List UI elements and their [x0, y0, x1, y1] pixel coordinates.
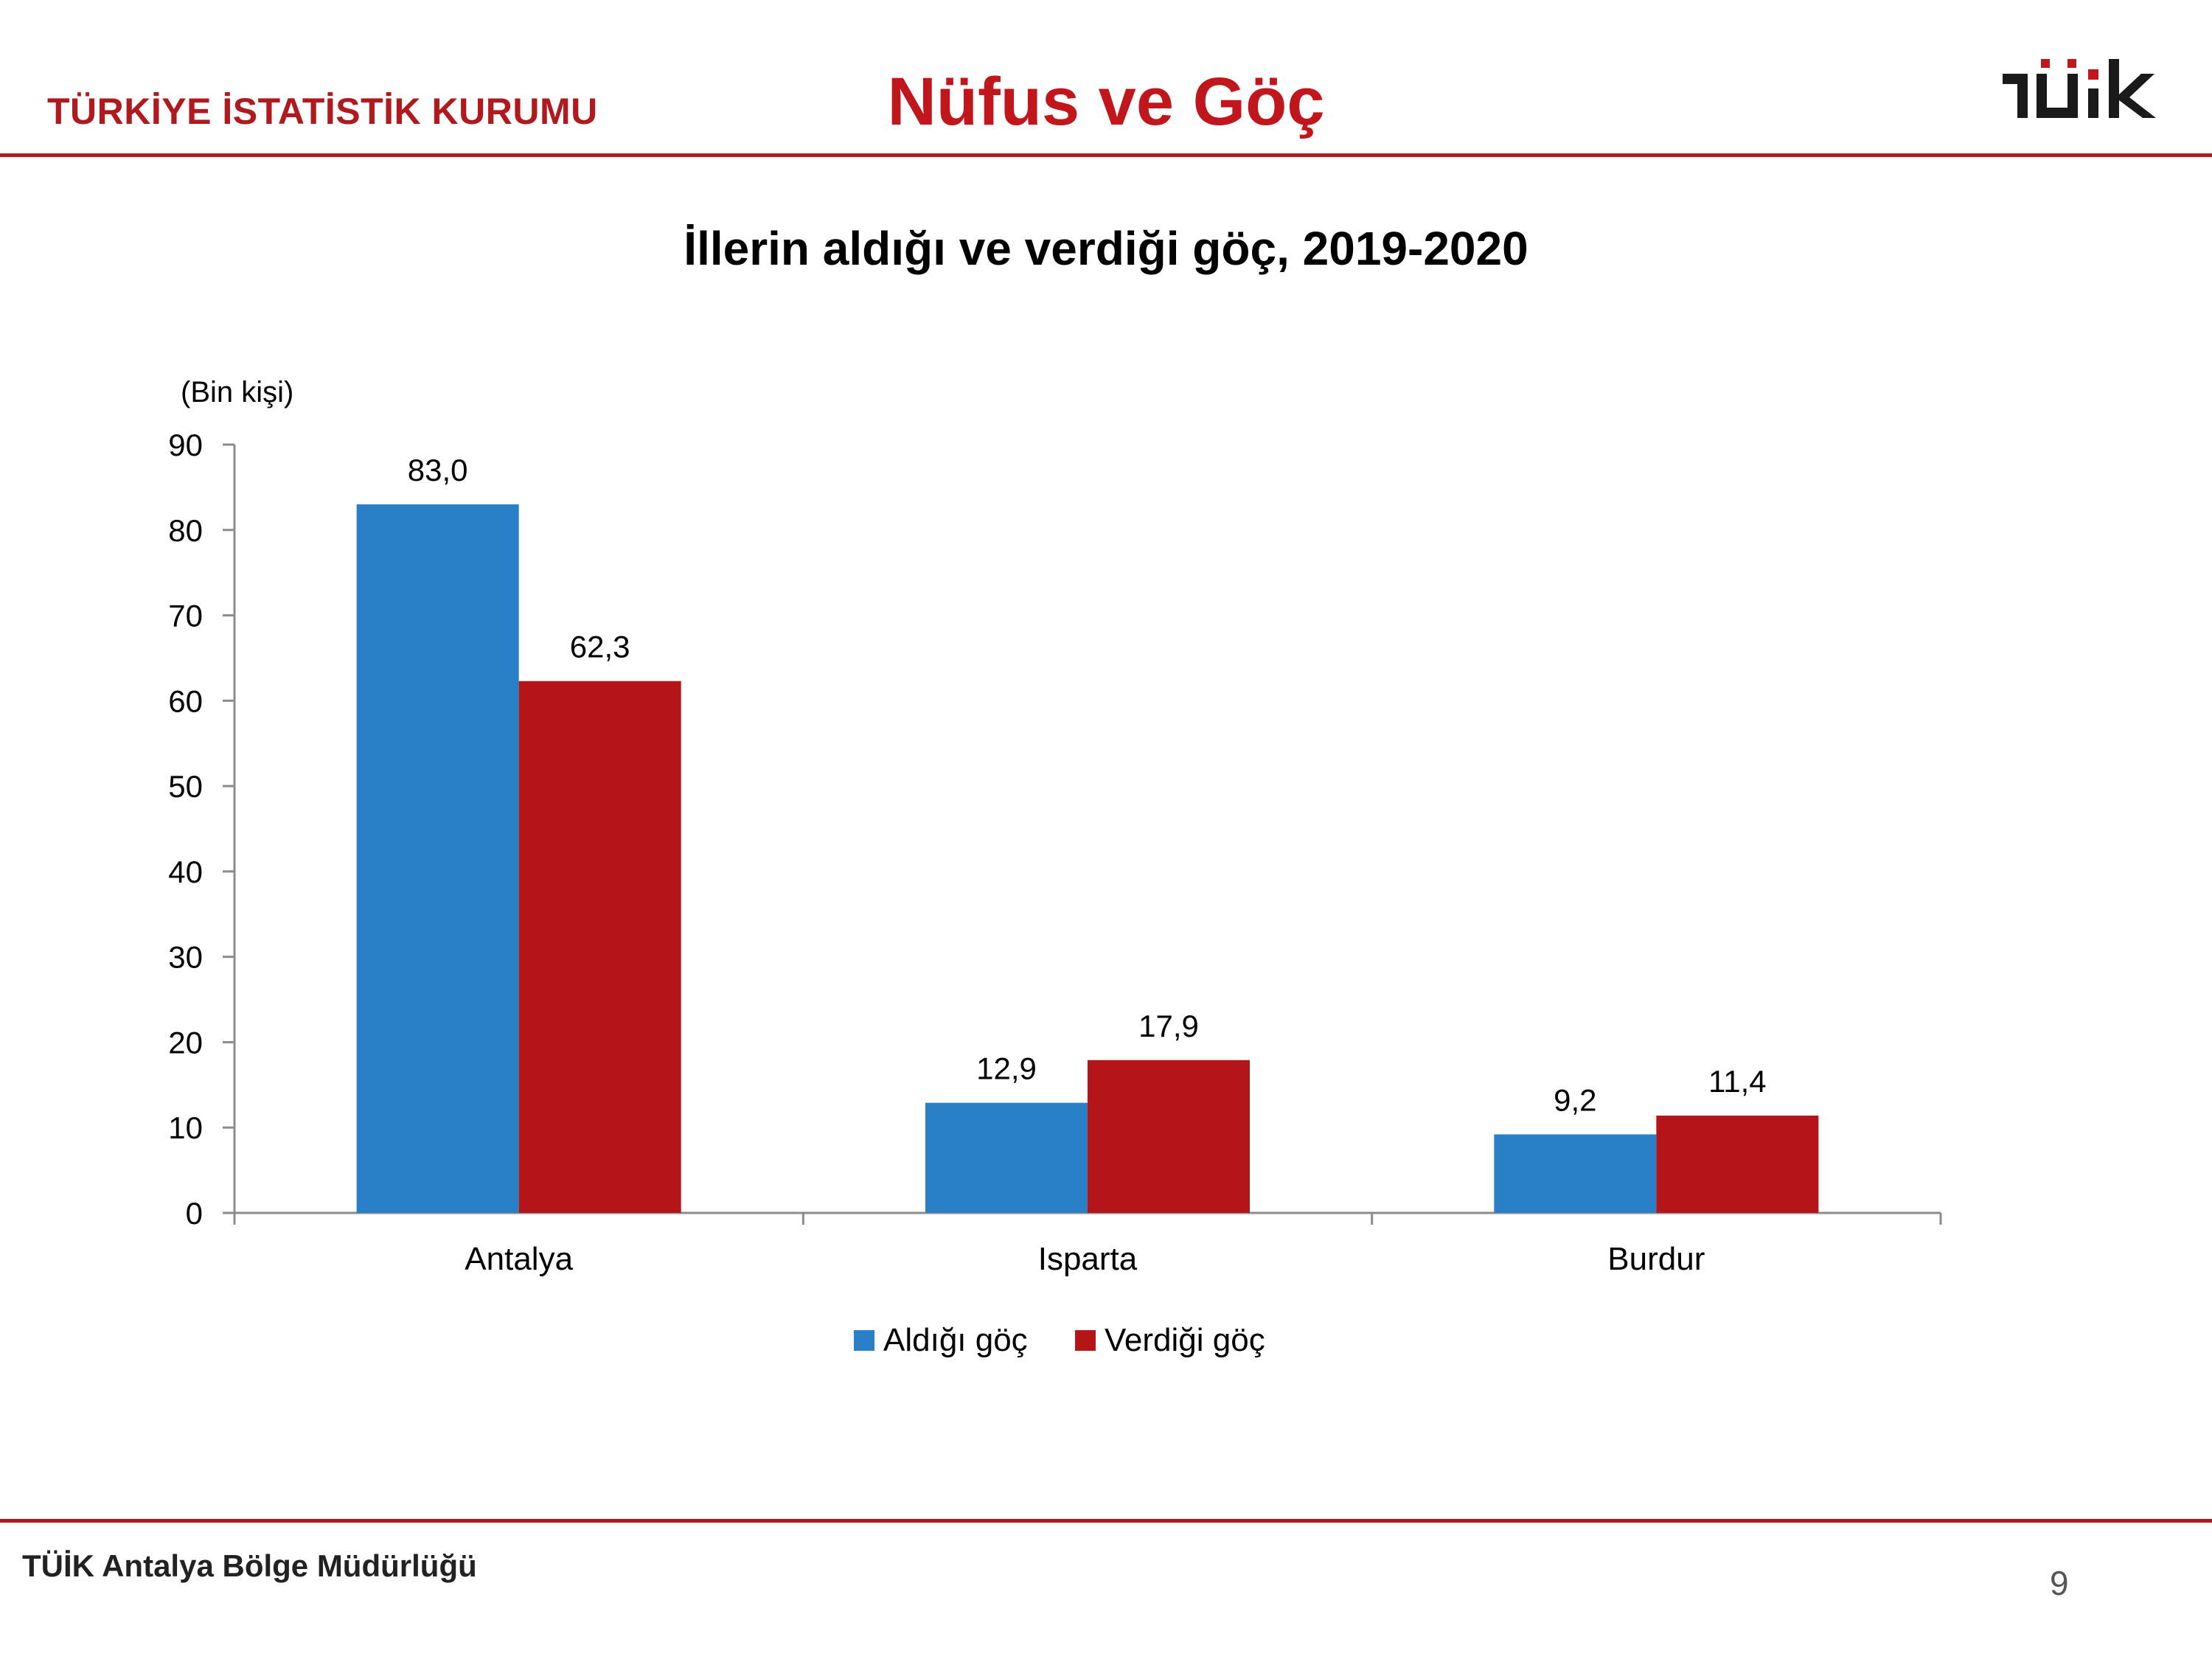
- bar-isparta-aldigi: [925, 1102, 1088, 1213]
- data-label: 62,3: [570, 630, 630, 664]
- legend-swatch: [1075, 1330, 1096, 1351]
- y-axis-label: (Bin kişi): [181, 376, 293, 408]
- header-divider: [0, 153, 2212, 157]
- bar-isparta-verdigi: [1088, 1060, 1250, 1213]
- x-category-label: Isparta: [1038, 1241, 1138, 1277]
- data-label: 83,0: [408, 453, 468, 487]
- page-title: Nüfus ve Göç: [887, 64, 1325, 139]
- data-label: 9,2: [1554, 1082, 1596, 1117]
- footer-office-name: TÜİK Antalya Bölge Müdürlüğü: [22, 1548, 477, 1583]
- bar-burdur-verdigi: [1656, 1116, 1819, 1213]
- bar-antalya-verdigi: [518, 681, 681, 1213]
- bar-antalya-aldigi: [356, 504, 519, 1213]
- data-label: 17,9: [1138, 1009, 1199, 1043]
- page-number: 9: [2050, 1564, 2069, 1602]
- data-label: 11,4: [1708, 1064, 1767, 1099]
- legend-swatch: [854, 1330, 874, 1351]
- y-tick-label: 60: [168, 684, 203, 718]
- tuik-logo: [2003, 59, 2156, 118]
- y-tick-label: 80: [168, 513, 203, 548]
- y-tick-label: 70: [168, 599, 203, 633]
- y-tick-label: 10: [168, 1110, 203, 1145]
- legend-label: Verdiği göç: [1105, 1322, 1265, 1358]
- legend-label: Aldığı göç: [883, 1322, 1028, 1358]
- y-tick-label: 0: [186, 1196, 203, 1231]
- bar-burdur-aldigi: [1494, 1134, 1657, 1213]
- x-category-label: Burdur: [1607, 1241, 1705, 1277]
- x-category-label: Antalya: [465, 1241, 573, 1277]
- footer-divider: [0, 1519, 2212, 1523]
- y-tick-label: 90: [168, 428, 203, 462]
- chart-title: İllerin aldığı ve verdiği göç, 2019-2020: [684, 222, 1528, 275]
- y-tick-label: 40: [168, 855, 203, 889]
- y-tick-label: 30: [168, 940, 203, 975]
- y-tick-label: 20: [168, 1025, 203, 1060]
- data-label: 12,9: [976, 1051, 1037, 1086]
- y-tick-label: 50: [168, 769, 203, 804]
- organization-name: TÜRKİYE İSTATİSTİK KURUMU: [47, 91, 598, 132]
